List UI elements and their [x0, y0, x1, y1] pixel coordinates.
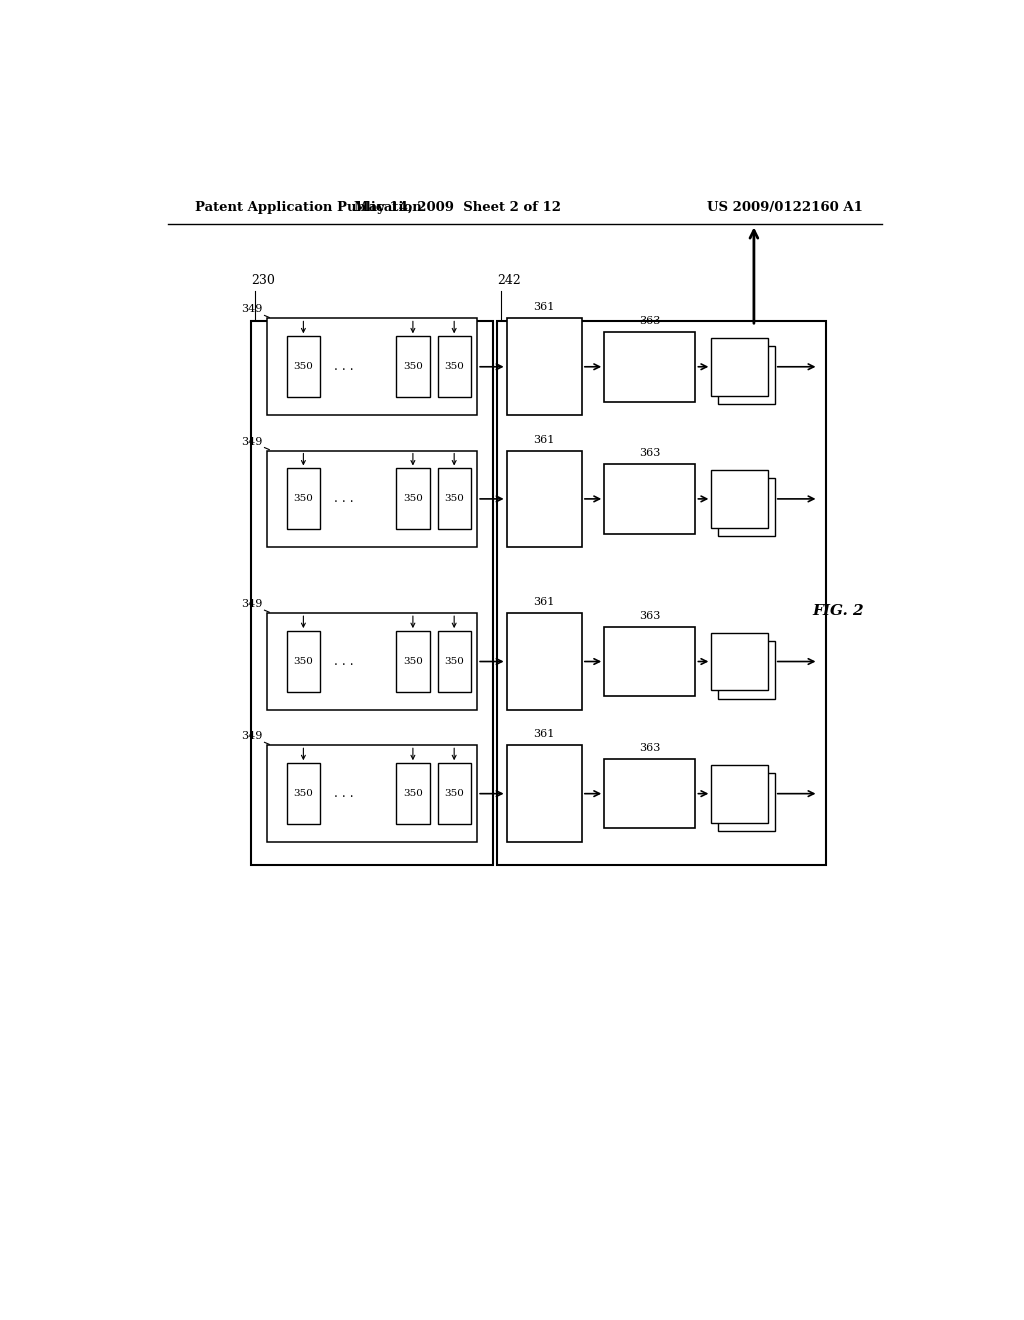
Bar — [507, 318, 582, 414]
Text: . . .: . . . — [334, 787, 354, 800]
Bar — [437, 469, 471, 529]
Text: 349: 349 — [242, 599, 263, 609]
Bar — [718, 346, 775, 404]
Bar — [497, 321, 826, 865]
Text: Patent Application Publication: Patent Application Publication — [196, 201, 422, 214]
Text: US 2009/0122160 A1: US 2009/0122160 A1 — [708, 201, 863, 214]
Bar — [287, 763, 321, 824]
Bar — [396, 469, 429, 529]
Text: 350: 350 — [403, 789, 423, 799]
Text: 350: 350 — [403, 495, 423, 503]
Bar — [437, 631, 471, 692]
Bar — [437, 763, 471, 824]
Text: 361: 361 — [534, 434, 555, 445]
Bar — [507, 450, 582, 548]
Text: FIG. 2: FIG. 2 — [812, 603, 864, 618]
Bar — [604, 759, 695, 829]
Text: 230: 230 — [251, 275, 274, 288]
Text: 349: 349 — [242, 305, 263, 314]
Bar — [712, 764, 768, 822]
Text: 350: 350 — [444, 495, 464, 503]
Text: 363: 363 — [639, 447, 660, 458]
Bar — [267, 614, 477, 710]
Text: 350: 350 — [294, 789, 313, 799]
Bar — [718, 478, 775, 536]
Bar — [712, 632, 768, 690]
Bar — [251, 321, 493, 865]
Text: 361: 361 — [534, 302, 555, 313]
Bar — [287, 469, 321, 529]
Text: 350: 350 — [444, 657, 464, 667]
Text: 350: 350 — [444, 362, 464, 371]
Text: 363: 363 — [639, 743, 660, 752]
Bar — [507, 614, 582, 710]
Bar — [287, 337, 321, 397]
Text: 350: 350 — [403, 657, 423, 667]
Text: 349: 349 — [242, 437, 263, 446]
Bar — [712, 470, 768, 528]
Bar — [267, 318, 477, 414]
Bar — [718, 772, 775, 830]
Text: 361: 361 — [534, 597, 555, 607]
Bar — [396, 763, 429, 824]
Bar — [287, 631, 321, 692]
Text: 350: 350 — [403, 362, 423, 371]
Bar — [396, 631, 429, 692]
Bar — [396, 337, 429, 397]
Text: 363: 363 — [639, 611, 660, 620]
Text: 350: 350 — [294, 657, 313, 667]
Text: 349: 349 — [242, 731, 263, 742]
Bar — [267, 450, 477, 548]
Text: . . .: . . . — [334, 492, 354, 506]
Text: . . .: . . . — [334, 655, 354, 668]
Bar — [604, 627, 695, 696]
Text: 361: 361 — [534, 729, 555, 739]
Bar — [604, 465, 695, 533]
Bar — [604, 333, 695, 401]
Text: May 14, 2009  Sheet 2 of 12: May 14, 2009 Sheet 2 of 12 — [354, 201, 561, 214]
Bar — [507, 746, 582, 842]
Bar — [718, 640, 775, 698]
Text: 350: 350 — [294, 362, 313, 371]
Text: 242: 242 — [497, 275, 521, 288]
Text: . . .: . . . — [334, 360, 354, 374]
Text: 350: 350 — [444, 789, 464, 799]
Bar — [267, 746, 477, 842]
Bar — [437, 337, 471, 397]
Bar — [712, 338, 768, 396]
Text: 363: 363 — [639, 315, 660, 326]
Text: 350: 350 — [294, 495, 313, 503]
